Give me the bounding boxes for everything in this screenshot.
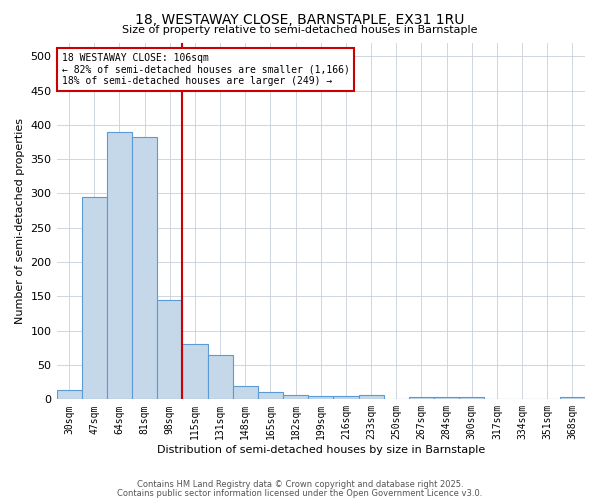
X-axis label: Distribution of semi-detached houses by size in Barnstaple: Distribution of semi-detached houses by … <box>157 445 485 455</box>
Bar <box>258 392 283 400</box>
Bar <box>283 394 308 400</box>
Bar <box>107 132 132 400</box>
Text: 18 WESTAWAY CLOSE: 106sqm
← 82% of semi-detached houses are smaller (1,166)
18% : 18 WESTAWAY CLOSE: 106sqm ← 82% of semi-… <box>62 53 349 86</box>
Bar <box>308 396 334 400</box>
Bar <box>233 386 258 400</box>
Bar <box>208 354 233 400</box>
Bar <box>359 394 383 400</box>
Text: Size of property relative to semi-detached houses in Barnstaple: Size of property relative to semi-detach… <box>122 25 478 35</box>
Bar <box>182 344 208 400</box>
Bar <box>132 137 157 400</box>
Bar <box>560 398 585 400</box>
Bar <box>409 398 434 400</box>
Text: 18, WESTAWAY CLOSE, BARNSTAPLE, EX31 1RU: 18, WESTAWAY CLOSE, BARNSTAPLE, EX31 1RU <box>136 12 464 26</box>
Y-axis label: Number of semi-detached properties: Number of semi-detached properties <box>15 118 25 324</box>
Text: Contains HM Land Registry data © Crown copyright and database right 2025.: Contains HM Land Registry data © Crown c… <box>137 480 463 489</box>
Bar <box>459 398 484 400</box>
Bar <box>82 197 107 400</box>
Bar <box>56 390 82 400</box>
Bar <box>157 300 182 400</box>
Bar <box>434 396 459 400</box>
Bar <box>334 396 359 400</box>
Text: Contains public sector information licensed under the Open Government Licence v3: Contains public sector information licen… <box>118 488 482 498</box>
